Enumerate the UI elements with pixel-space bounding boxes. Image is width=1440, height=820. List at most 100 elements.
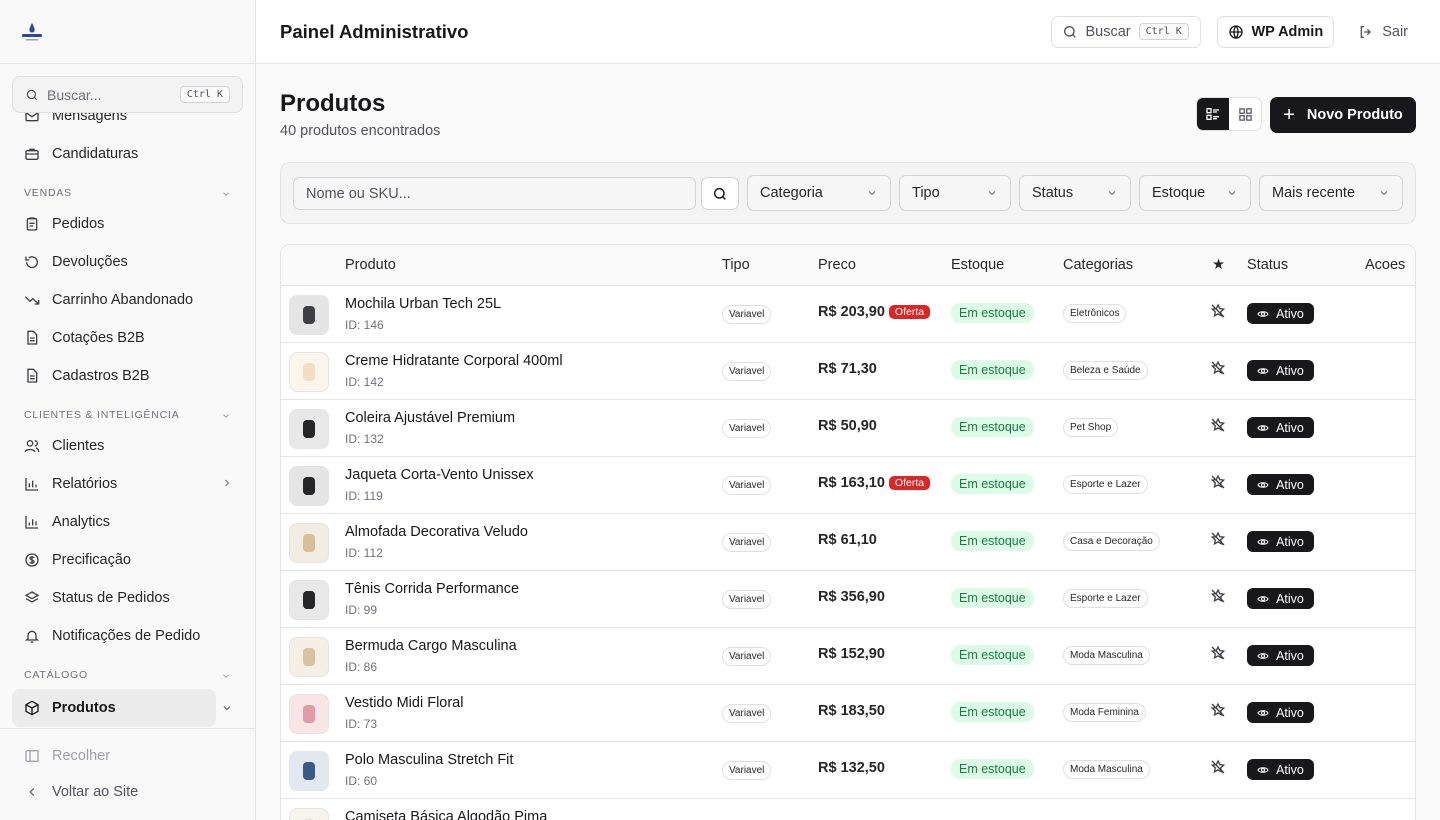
featured-toggle[interactable]: [1210, 474, 1226, 495]
product-price: R$ 61,10: [818, 532, 877, 548]
sidebar-item-notificacoes[interactable]: Notificações de Pedido: [0, 617, 255, 655]
sidebar-item-clientes[interactable]: Clientes: [0, 427, 255, 465]
eye-icon: [1257, 481, 1269, 488]
product-name[interactable]: Camiseta Básica Algodão Pima: [345, 809, 548, 820]
col-status[interactable]: Status: [1247, 257, 1289, 273]
category-badge: Esporte e Lazer: [1063, 589, 1148, 608]
product-image-icon: [303, 591, 315, 609]
product-search-button[interactable]: [701, 177, 739, 210]
product-name[interactable]: Coleira Ajustável Premium: [345, 410, 516, 426]
brand-logo[interactable]: [0, 0, 255, 64]
sidebar-item-label: Cotações B2B: [52, 330, 145, 346]
status-badge[interactable]: Ativo: [1247, 702, 1314, 723]
star-off-icon: [1210, 588, 1226, 603]
table-row[interactable]: Bermuda Cargo Masculina ID: 86 Variavel …: [281, 628, 1415, 685]
product-name[interactable]: Almofada Decorativa Veludo: [345, 524, 528, 540]
star-off-icon: [1210, 417, 1226, 432]
status-badge[interactable]: Ativo: [1247, 645, 1314, 666]
status-badge[interactable]: Ativo: [1247, 588, 1314, 609]
price-value: R$ 183,50: [818, 703, 885, 719]
featured-toggle[interactable]: [1210, 759, 1226, 780]
table-row[interactable]: Coleira Ajustável Premium ID: 132 Variav…: [281, 400, 1415, 457]
sidebar-item-pedidos[interactable]: Pedidos: [0, 205, 255, 243]
chevron-down-icon: [223, 674, 229, 678]
table-row[interactable]: Creme Hidratante Corporal 400ml ID: 142 …: [281, 343, 1415, 400]
price-value: R$ 356,90: [818, 589, 885, 605]
featured-toggle[interactable]: [1210, 531, 1226, 552]
col-tipo[interactable]: Tipo: [722, 257, 750, 273]
sort-select[interactable]: Mais recente: [1259, 175, 1403, 211]
featured-toggle[interactable]: [1210, 360, 1226, 381]
product-name[interactable]: Mochila Urban Tech 25L: [345, 296, 502, 312]
col-preco[interactable]: Preco: [818, 257, 856, 273]
featured-toggle[interactable]: [1210, 702, 1226, 723]
product-name[interactable]: Creme Hidratante Corporal 400ml: [345, 353, 563, 369]
product-id: ID: 73: [345, 717, 378, 731]
product-name[interactable]: Vestido Midi Floral: [345, 695, 464, 711]
col-destaque[interactable]: ★: [1212, 257, 1225, 273]
list-view-button[interactable]: [1197, 98, 1229, 130]
featured-toggle[interactable]: [1210, 588, 1226, 609]
sidebar-item-cotacoes-b2b[interactable]: Cotações B2B: [0, 319, 255, 357]
featured-toggle[interactable]: [1210, 645, 1226, 666]
product-id: ID: 86: [345, 660, 378, 674]
table-row[interactable]: Tênis Corrida Performance ID: 99 Variave…: [281, 571, 1415, 628]
category-filter-select[interactable]: Categoria: [747, 175, 891, 211]
sidebar-item-candidaturas[interactable]: Candidaturas: [0, 135, 255, 173]
featured-toggle[interactable]: [1210, 303, 1226, 324]
product-name[interactable]: Tênis Corrida Performance: [345, 581, 520, 597]
grid-view-button[interactable]: [1229, 98, 1261, 130]
new-product-button[interactable]: + Novo Produto: [1270, 97, 1416, 133]
sidebar-item-carrinho[interactable]: Carrinho Abandonado: [0, 281, 255, 319]
status-badge[interactable]: Ativo: [1247, 360, 1314, 381]
sidebar-item-status-pedidos[interactable]: Status de Pedidos: [0, 579, 255, 617]
sidebar-item-relatorios[interactable]: Relatórios: [0, 465, 255, 503]
status-badge[interactable]: Ativo: [1247, 417, 1314, 438]
featured-toggle[interactable]: [1210, 417, 1226, 438]
global-search-button[interactable]: Buscar Ctrl K: [1050, 15, 1201, 48]
product-name[interactable]: Jaqueta Corta-Vento Unissex: [345, 467, 534, 483]
back-to-site-button[interactable]: Voltar ao Site: [0, 774, 255, 810]
collapse-sidebar-button[interactable]: Recolher: [0, 738, 255, 774]
table-row[interactable]: Polo Masculina Stretch Fit ID: 60 Variav…: [281, 742, 1415, 799]
sidebar-item-produtos[interactable]: Produtos: [12, 689, 216, 727]
sidebar-item-cadastros-b2b[interactable]: Cadastros B2B: [0, 357, 255, 395]
table-row[interactable]: Vestido Midi Floral ID: 73 Variavel R$ 1…: [281, 685, 1415, 742]
sidebar-section-vendas[interactable]: VENDAS: [0, 173, 255, 205]
sidebar-item-devolucoes[interactable]: Devoluções: [0, 243, 255, 281]
table-row[interactable]: Mochila Urban Tech 25L ID: 146 Variavel …: [281, 286, 1415, 343]
stock-filter-select[interactable]: Estoque: [1139, 175, 1251, 211]
product-name[interactable]: Bermuda Cargo Masculina: [345, 638, 517, 654]
chevron-down-icon[interactable]: [221, 702, 233, 714]
col-categorias[interactable]: Categorias: [1063, 257, 1134, 273]
stock-badge: Em estoque: [951, 474, 1034, 494]
sidebar-item-label: Clientes: [52, 438, 105, 454]
status-badge[interactable]: Ativo: [1247, 531, 1314, 552]
product-image-icon: [303, 762, 315, 780]
type-filter-select[interactable]: Tipo: [899, 175, 1011, 211]
star-off-icon: [1210, 531, 1226, 546]
col-acoes: Acoes: [1365, 257, 1406, 273]
product-price: R$ 203,90 Oferta: [818, 304, 931, 320]
logout-button[interactable]: Sair: [1350, 15, 1416, 48]
sidebar-item-precificacao[interactable]: Precificação: [0, 541, 255, 579]
chevron-down-icon: [223, 192, 229, 196]
status-badge[interactable]: Ativo: [1247, 759, 1314, 780]
status-badge[interactable]: Ativo: [1247, 303, 1314, 324]
sidebar-search-input[interactable]: Buscar... Ctrl K: [12, 76, 243, 113]
product-search-input[interactable]: Nome ou SKU...: [293, 177, 696, 210]
wp-admin-button[interactable]: WP Admin: [1216, 15, 1335, 48]
sidebar-section-clientes[interactable]: CLIENTES & INTELIGÊNCIA: [0, 395, 255, 427]
sidebar-item-analytics[interactable]: Analytics: [0, 503, 255, 541]
status-filter-select[interactable]: Status: [1019, 175, 1131, 211]
status-badge[interactable]: Ativo: [1247, 474, 1314, 495]
status-label: Ativo: [1276, 705, 1304, 720]
table-row[interactable]: Almofada Decorativa Veludo ID: 112 Varia…: [281, 514, 1415, 571]
table-row[interactable]: Camiseta Básica Algodão Pima: [281, 799, 1415, 820]
col-produto[interactable]: Produto: [345, 257, 396, 273]
sidebar-section-catalogo[interactable]: CATÁLOGO: [0, 655, 255, 687]
col-estoque[interactable]: Estoque: [951, 257, 1005, 273]
table-row[interactable]: Jaqueta Corta-Vento Unissex ID: 119 Vari…: [281, 457, 1415, 514]
product-name[interactable]: Polo Masculina Stretch Fit: [345, 752, 514, 768]
dollar-circle-icon: [24, 552, 40, 568]
